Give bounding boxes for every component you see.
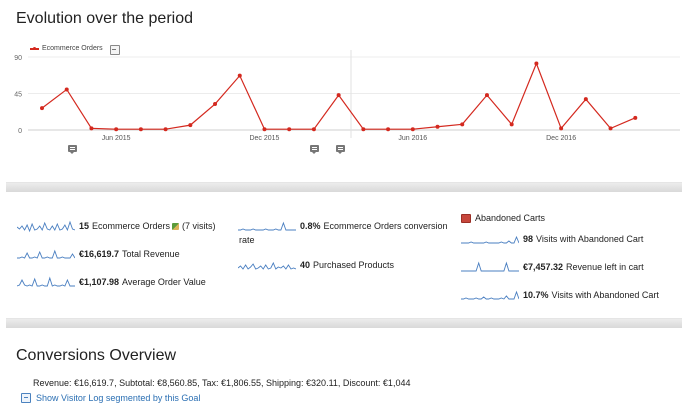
metric-label: Visits with Abandoned Cart xyxy=(551,290,659,300)
metric-conversion[interactable]: 0.8% Ecommerce Orders conversion xyxy=(238,219,448,233)
metric-revenue-left[interactable]: €7,457.32 Revenue left in cart xyxy=(461,260,644,274)
section-divider xyxy=(6,182,682,192)
x-tick-label: Dec 2015 xyxy=(249,135,279,142)
data-point xyxy=(608,126,613,131)
data-point xyxy=(262,127,267,132)
data-point xyxy=(583,97,588,102)
metric-products[interactable]: 40 Purchased Products xyxy=(238,258,394,272)
series-picker-icon[interactable] xyxy=(110,45,120,55)
conversions-title: Conversions Overview xyxy=(16,347,177,364)
data-point xyxy=(509,122,514,127)
data-point xyxy=(138,127,143,132)
sparkline xyxy=(17,220,75,233)
y-tick-label: 0 xyxy=(18,128,22,135)
visitor-log-label: Show Visitor Log segmented by this Goal xyxy=(36,393,201,403)
data-point xyxy=(361,127,366,132)
metric-visits: (7 visits) xyxy=(182,221,216,231)
abandoned-carts-header: Abandoned Carts xyxy=(461,213,545,223)
x-tick-label: Jun 2015 xyxy=(102,135,131,142)
data-point xyxy=(336,93,341,98)
evolution-chart-svg: 90 45 0 Jun 2015 Dec 2015 Jun 2016 Dec 2016 xyxy=(14,50,680,142)
metric-value: 98 xyxy=(523,234,534,244)
sparkline xyxy=(461,261,519,272)
data-point xyxy=(287,127,292,132)
metric-label: Visits with Abandoned Cart xyxy=(536,234,644,244)
data-point xyxy=(64,87,69,92)
metric-aov[interactable]: €1,107.98 Average Order Value xyxy=(17,275,206,289)
data-point xyxy=(484,93,489,98)
data-point xyxy=(114,127,119,132)
metric-orders[interactable]: 15 Ecommerce Orders (7 visits) xyxy=(17,219,216,233)
sparkline-path xyxy=(461,290,519,300)
x-tick-label: Dec 2016 xyxy=(546,135,576,142)
data-point xyxy=(435,124,440,129)
metric-value: 15 xyxy=(79,221,90,231)
data-point xyxy=(163,127,168,132)
evolution-chart[interactable]: 90 45 0 Jun 2015 Dec 2015 Jun 2016 Dec 2016 xyxy=(0,38,696,160)
goal-icon xyxy=(172,222,180,230)
sparkline xyxy=(461,290,519,300)
metric-revenue[interactable]: €16,619.7 Total Revenue xyxy=(17,247,180,261)
metric-value: €16,619.7 xyxy=(79,249,120,259)
data-point xyxy=(460,122,465,127)
data-point xyxy=(237,73,242,78)
data-point xyxy=(559,126,564,131)
data-point xyxy=(213,102,218,107)
sparkline-path xyxy=(461,261,519,272)
metric-value: €1,107.98 xyxy=(79,277,120,287)
sparkline-path xyxy=(17,249,75,259)
metric-label: Ecommerce Orders conversion xyxy=(323,221,448,231)
annotation-icon[interactable] xyxy=(310,145,319,154)
sparkline xyxy=(17,276,75,287)
metric-value: 0.8% xyxy=(300,221,321,231)
metric-label: Total Revenue xyxy=(122,249,180,259)
data-point xyxy=(410,127,415,132)
sparkline-path xyxy=(17,220,75,233)
data-point xyxy=(89,126,94,131)
y-tick-label: 45 xyxy=(14,92,22,99)
metric-label: Purchased Products xyxy=(313,260,395,270)
sparkline xyxy=(238,261,296,270)
sparkline xyxy=(461,235,519,244)
evolution-title: Evolution over the period xyxy=(16,10,193,27)
metric-abandoned-visits[interactable]: 98 Visits with Abandoned Cart xyxy=(461,232,643,246)
metric-label: Revenue left in cart xyxy=(566,262,644,272)
sparkline xyxy=(17,249,75,259)
annotation-icon[interactable] xyxy=(68,145,77,154)
data-point xyxy=(40,106,44,111)
abandoned-carts-title: Abandoned Carts xyxy=(475,213,546,223)
metric-value: 40 xyxy=(300,260,311,270)
sparkline-path xyxy=(17,276,75,287)
metric-value: 10.7% xyxy=(523,290,549,300)
sparkline-path xyxy=(238,221,296,231)
visitor-log-icon xyxy=(21,393,31,403)
data-point xyxy=(386,127,391,132)
data-point xyxy=(633,115,638,120)
metric-value: €7,457.32 xyxy=(523,262,564,272)
metric-label: Average Order Value xyxy=(122,277,206,287)
x-tick-label: Jun 2016 xyxy=(398,135,427,142)
metric-label: Ecommerce Orders xyxy=(92,221,171,231)
annotation-icon[interactable] xyxy=(336,145,345,154)
legend-label: Ecommerce Orders xyxy=(42,45,103,52)
sparkline-path xyxy=(461,235,519,244)
conversions-summary: Revenue: €16,619.7, Subtotal: €8,560.85,… xyxy=(33,378,411,388)
data-point xyxy=(188,123,193,128)
metric-abandoned-rate[interactable]: 10.7% Visits with Abandoned Cart xyxy=(461,288,659,302)
metric-label-continuation: rate xyxy=(239,235,255,245)
data-point xyxy=(534,61,539,66)
data-point xyxy=(311,127,316,132)
visitor-log-link[interactable]: Show Visitor Log segmented by this Goal xyxy=(21,393,200,403)
chart-legend[interactable]: Ecommerce Orders xyxy=(30,45,103,52)
y-tick-label: 90 xyxy=(14,55,22,62)
series-swatch xyxy=(30,46,39,50)
section-divider xyxy=(6,318,682,328)
sparkline-path xyxy=(238,261,296,270)
cart-icon xyxy=(461,213,471,223)
sparkline xyxy=(238,221,296,231)
